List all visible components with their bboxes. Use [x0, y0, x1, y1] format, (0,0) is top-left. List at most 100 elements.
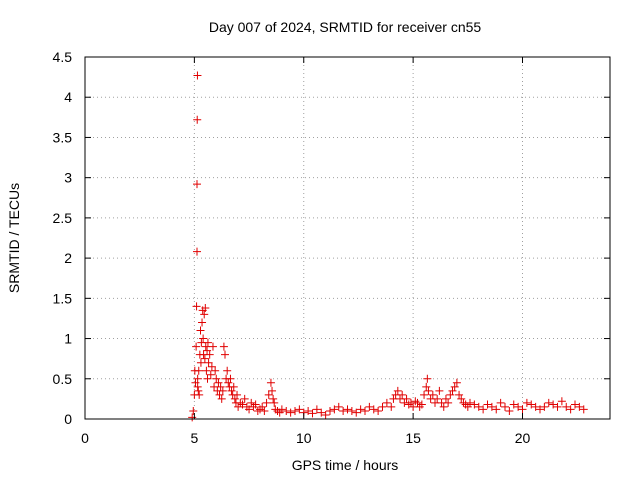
data-point: [198, 318, 207, 327]
data-point: [496, 398, 505, 407]
plot-border: [84, 56, 611, 420]
data-point: [457, 394, 466, 403]
data-point: [221, 350, 229, 359]
y-tick-label: 3: [64, 170, 72, 186]
data-point: [509, 400, 518, 409]
data-point: [452, 378, 461, 387]
data-point: [236, 398, 245, 407]
data-point: [193, 180, 201, 189]
data-point: [193, 247, 201, 256]
data-point: [189, 406, 198, 415]
data-point: [200, 354, 209, 363]
data-point: [487, 402, 496, 411]
data-point: [347, 406, 356, 415]
data-point: [240, 394, 249, 403]
chart-title: Day 007 of 2024, SRMTID for receiver cn5…: [209, 19, 482, 35]
data-point: [330, 405, 339, 414]
grid-lines: [85, 57, 610, 419]
x-tick-label: 0: [81, 430, 89, 446]
x-axis-ticks: 0 5 10 15 20: [81, 57, 530, 446]
data-point: [428, 390, 437, 399]
data-point: [207, 362, 216, 371]
data-point: [448, 386, 457, 395]
data-point: [356, 405, 365, 414]
data-point: [352, 408, 361, 417]
data-point: [417, 400, 426, 409]
data-point: [479, 405, 488, 414]
data-point: [444, 398, 453, 407]
data-point: [420, 390, 429, 399]
data-point: [514, 402, 523, 411]
data-point: [199, 334, 208, 343]
data-point: [435, 386, 444, 395]
data-point: [245, 405, 254, 414]
data-point: [308, 409, 317, 418]
data-point: [229, 382, 238, 391]
y-tick-label: 2.5: [53, 210, 73, 226]
data-point: [423, 374, 432, 383]
y-tick-label: 3.5: [53, 129, 73, 145]
x-tick-label: 10: [296, 430, 312, 446]
data-point: [531, 402, 540, 411]
data-point: [193, 374, 202, 383]
data-point: [226, 374, 235, 383]
data-point: [312, 405, 321, 414]
data-point: [216, 382, 225, 391]
data-point: [562, 402, 571, 411]
data-point: [450, 382, 459, 391]
data-point: [234, 402, 243, 411]
y-tick-label: 0.5: [53, 371, 73, 387]
data-point: [365, 402, 374, 411]
data-point: [266, 378, 275, 387]
x-axis-label: GPS time / hours: [292, 457, 399, 473]
data-point: [218, 386, 227, 395]
data-point: [214, 378, 223, 387]
data-point: [321, 410, 330, 419]
data-point: [227, 386, 236, 395]
data-point: [230, 394, 239, 403]
data-point: [557, 397, 566, 406]
x-tick-label: 5: [190, 430, 198, 446]
data-point: [424, 386, 433, 395]
data-point: [201, 303, 210, 312]
data-point: [398, 390, 407, 399]
data-point: [188, 413, 197, 422]
data-point: [196, 326, 205, 335]
data-point: [549, 400, 558, 409]
data-point: [566, 405, 575, 414]
data-point: [387, 402, 396, 411]
data-point: [463, 402, 472, 411]
data-point: [527, 400, 536, 409]
x-tick-label: 15: [405, 430, 421, 446]
data-point: [466, 398, 474, 407]
data-point: [317, 408, 326, 417]
data-point: [194, 366, 203, 375]
y-axis-label: SRMTID / TECUs: [6, 183, 22, 293]
data-point: [203, 338, 212, 347]
data-point: [258, 402, 267, 411]
data-point: [195, 390, 204, 399]
data-point: [374, 406, 383, 415]
data-point: [571, 400, 579, 409]
data-point: [540, 402, 549, 411]
data-point: [505, 406, 514, 415]
data-point: [196, 358, 205, 367]
data-point: [295, 405, 304, 414]
data-point: [219, 342, 228, 351]
data-point: [200, 310, 209, 319]
y-tick-label: 4.5: [53, 49, 73, 65]
data-point: [441, 394, 450, 403]
data-point: [343, 405, 352, 414]
data-point: [455, 390, 464, 399]
data-point: [192, 342, 201, 351]
data-point: [273, 406, 282, 415]
data-point: [268, 386, 277, 395]
data-point: [223, 366, 232, 375]
data-point: [211, 366, 220, 375]
data-point: [269, 394, 278, 403]
data-point: [193, 115, 202, 124]
data-point: [206, 370, 215, 379]
data-point: [522, 398, 531, 407]
data-point: [382, 398, 391, 407]
data-point: [402, 394, 411, 403]
